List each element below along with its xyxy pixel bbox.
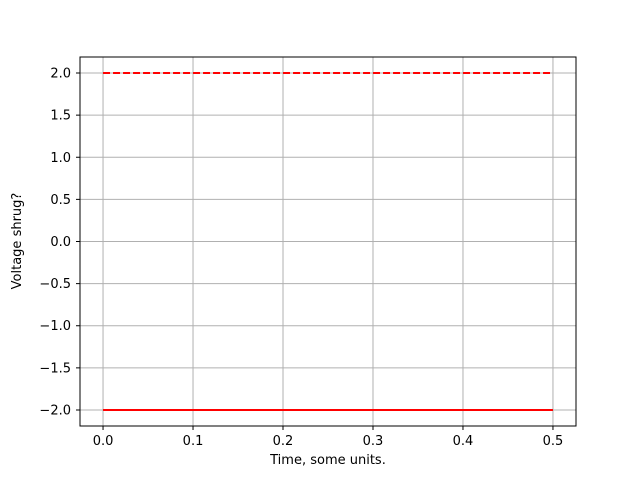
y-tick-label: 1.0 [50, 151, 71, 166]
y-tick-label: 0.0 [50, 235, 71, 250]
x-tick-label: 0.0 [93, 434, 114, 449]
y-tick-label: 1.5 [50, 109, 71, 124]
x-tick-label: 0.4 [453, 434, 474, 449]
y-tick-label: 2.0 [50, 67, 71, 82]
y-tick-label: −1.5 [39, 361, 71, 376]
x-tick-label: 0.1 [183, 434, 204, 449]
plot-border [79, 56, 577, 427]
x-axis-label: Time, some units. [269, 453, 386, 468]
tick-layer: 0.0 0.1 0.2 0.3 0.4 0.5 −2.0 −1.5 −1.0 −0.5 0.0 0.5… [39, 67, 563, 449]
y-axis-label: Voltage shrug? [10, 193, 25, 290]
series-layer [103, 72, 553, 411]
y-tick-label: −0.5 [39, 277, 71, 292]
y-tick-label: −2.0 [39, 403, 71, 418]
y-tick-label: −1.0 [39, 319, 71, 334]
grid-layer [80, 57, 576, 426]
y-tick-label: 0.5 [50, 193, 71, 208]
x-tick-label: 0.3 [363, 434, 384, 449]
x-tick-label: 0.5 [543, 434, 564, 449]
x-tick-label: 0.2 [273, 434, 294, 449]
